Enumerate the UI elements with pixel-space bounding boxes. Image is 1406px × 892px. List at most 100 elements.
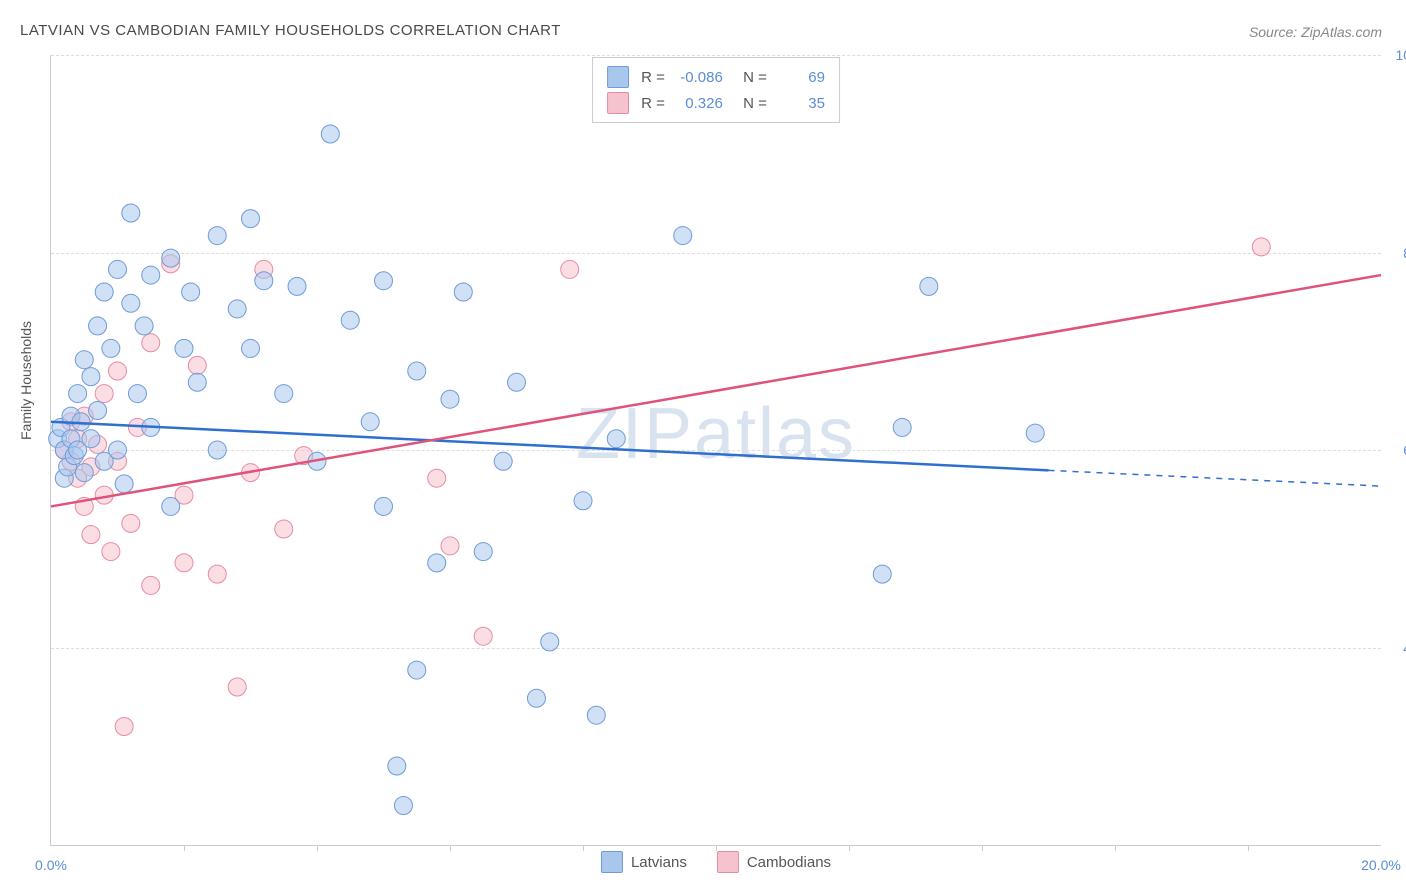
data-point (82, 368, 100, 386)
x-tick (849, 845, 850, 851)
data-point (242, 210, 260, 228)
data-point (275, 520, 293, 538)
data-point (873, 565, 891, 583)
x-tick (583, 845, 584, 851)
y-axis-label: Family Households (18, 321, 34, 440)
data-point (75, 351, 93, 369)
legend-item-cambodians: Cambodians (717, 851, 831, 873)
data-point (188, 356, 206, 374)
data-point (95, 283, 113, 301)
data-point (102, 339, 120, 357)
data-point (135, 317, 153, 335)
data-point (208, 227, 226, 245)
data-point (182, 283, 200, 301)
data-point (541, 633, 559, 651)
data-point (128, 385, 146, 403)
data-point (375, 272, 393, 290)
data-point (494, 452, 512, 470)
source-label: Source: ZipAtlas.com (1249, 24, 1382, 40)
data-point (115, 718, 133, 736)
r-value-latvians: -0.086 (673, 69, 723, 86)
data-point (1026, 424, 1044, 442)
statistics-legend: R = -0.086 N = 69 R = 0.326 N = 35 (592, 57, 840, 123)
data-point (587, 706, 605, 724)
data-point (175, 339, 193, 357)
swatch-latvians (607, 66, 629, 88)
n-label: N = (735, 69, 767, 86)
data-point (95, 385, 113, 403)
data-point (408, 661, 426, 679)
data-point (228, 678, 246, 696)
data-point (275, 385, 293, 403)
data-point (162, 249, 180, 267)
data-point (474, 627, 492, 645)
data-point (82, 526, 100, 544)
data-point (208, 441, 226, 459)
legend-item-latvians: Latvians (601, 851, 687, 873)
r-label: R = (641, 95, 665, 112)
data-point (122, 514, 140, 532)
n-label: N = (735, 95, 767, 112)
data-point (122, 204, 140, 222)
data-point (607, 430, 625, 448)
data-point (82, 430, 100, 448)
data-point (162, 497, 180, 515)
chart-title: LATVIAN VS CAMBODIAN FAMILY HOUSEHOLDS C… (20, 22, 561, 39)
x-tick (184, 845, 185, 851)
data-point (109, 362, 127, 380)
data-point (893, 418, 911, 436)
legend-label-latvians: Latvians (631, 854, 687, 871)
data-point (674, 227, 692, 245)
r-value-cambodians: 0.326 (673, 95, 723, 112)
data-point (454, 283, 472, 301)
data-point (920, 277, 938, 295)
plot-area: ZIPatlas 47.5%65.0%82.5%100.0% R = -0.08… (50, 55, 1381, 846)
data-point (175, 554, 193, 572)
data-point (89, 402, 107, 420)
data-point (255, 272, 273, 290)
data-point (242, 339, 260, 357)
data-point (228, 300, 246, 318)
data-point (441, 537, 459, 555)
data-point (341, 311, 359, 329)
data-point (188, 373, 206, 391)
series-legend: Latvians Cambodians (601, 851, 831, 873)
data-point (428, 554, 446, 572)
legend-label-cambodians: Cambodians (747, 854, 831, 871)
data-point (109, 260, 127, 278)
swatch-latvians-icon (601, 851, 623, 873)
x-tick (450, 845, 451, 851)
data-point (321, 125, 339, 143)
data-point (574, 492, 592, 510)
data-point (142, 266, 160, 284)
data-point (75, 464, 93, 482)
data-point (428, 469, 446, 487)
data-point (441, 390, 459, 408)
stats-row-latvians: R = -0.086 N = 69 (607, 64, 825, 90)
swatch-cambodians-icon (717, 851, 739, 873)
n-value-cambodians: 35 (775, 95, 825, 112)
data-point (142, 334, 160, 352)
n-value-latvians: 69 (775, 69, 825, 86)
data-point (122, 294, 140, 312)
data-point (69, 385, 87, 403)
data-point (1252, 238, 1270, 256)
x-tick (1115, 845, 1116, 851)
data-point (394, 797, 412, 815)
x-tick (317, 845, 318, 851)
data-point (561, 260, 579, 278)
x-tick-min: 0.0% (35, 857, 67, 873)
data-point (102, 543, 120, 561)
data-point (375, 497, 393, 515)
stats-row-cambodians: R = 0.326 N = 35 (607, 90, 825, 116)
r-label: R = (641, 69, 665, 86)
swatch-cambodians (607, 92, 629, 114)
y-tick-label: 100.0% (1396, 47, 1406, 63)
data-point (142, 576, 160, 594)
chart-container: LATVIAN VS CAMBODIAN FAMILY HOUSEHOLDS C… (0, 0, 1406, 892)
data-point (527, 689, 545, 707)
data-point (361, 413, 379, 431)
data-point (508, 373, 526, 391)
data-point (408, 362, 426, 380)
x-tick (982, 845, 983, 851)
